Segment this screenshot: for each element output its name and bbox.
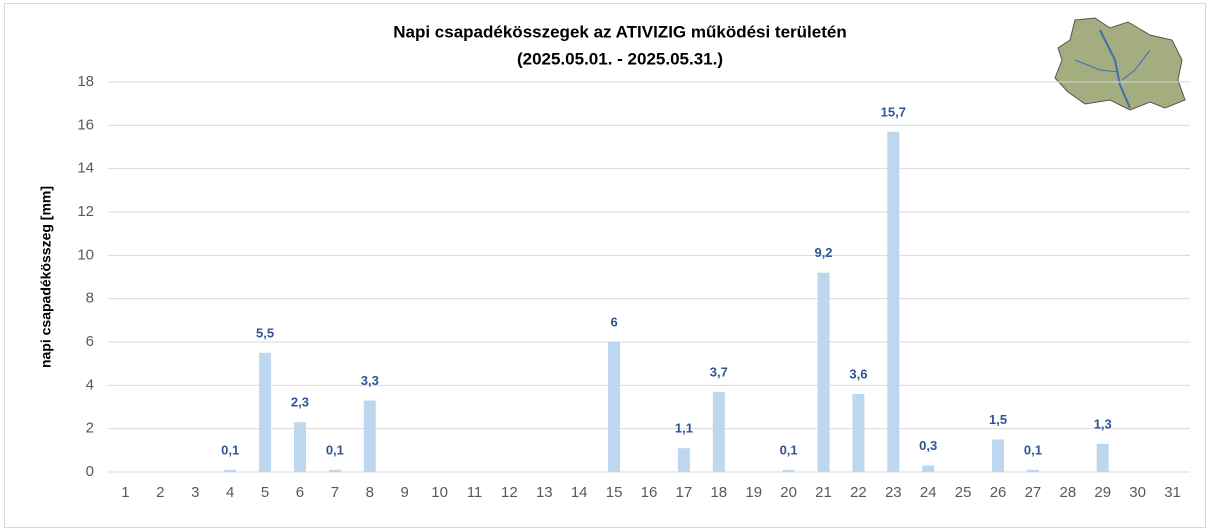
bar [852,394,864,472]
data-label: 3,6 [849,366,867,381]
bar [608,342,620,472]
y-tick-label: 2 [86,420,94,437]
x-tick-label: 12 [501,484,518,501]
bar [713,392,725,472]
bar [259,353,271,472]
bar [1027,470,1039,472]
x-tick-label: 4 [226,484,234,501]
bar [818,273,830,472]
data-label: 3,3 [361,373,379,388]
x-tick-label: 2 [156,484,164,501]
bar [224,470,236,472]
data-label: 3,7 [710,364,728,379]
y-tick-label: 12 [77,203,94,220]
x-tick-label: 16 [641,484,658,501]
data-label: 0,1 [780,442,798,457]
bar [922,466,934,473]
data-label: 1,3 [1094,416,1112,431]
x-tick-label: 3 [191,484,199,501]
x-tick-label: 30 [1129,484,1146,501]
y-tick-label: 4 [86,376,94,393]
x-tick-label: 22 [850,484,867,501]
bar [783,470,795,472]
x-tick-label: 1 [121,484,129,501]
data-label: 9,2 [814,245,832,260]
x-tick-label: 25 [955,484,972,501]
y-axis-label: napi csapadékösszeg [mm] [38,186,54,368]
x-tick-label: 31 [1164,484,1181,501]
x-tick-label: 19 [745,484,762,501]
bar [294,422,306,472]
bar [329,470,341,472]
chart-title: Napi csapadékösszegek az ATIVIZIG működé… [393,22,846,41]
data-label: 0,1 [1024,442,1042,457]
x-tick-label: 28 [1059,484,1076,501]
x-tick-label: 20 [780,484,797,501]
x-tick-label: 14 [571,484,588,501]
x-tick-label: 23 [885,484,902,501]
bar [1097,444,1109,472]
x-tick-label: 26 [990,484,1007,501]
x-tick-label: 18 [710,484,727,501]
x-tick-label: 7 [331,484,339,501]
bar [887,132,899,472]
data-label: 5,5 [256,325,274,340]
x-tick-label: 27 [1025,484,1042,501]
x-tick-label: 15 [606,484,623,501]
y-tick-label: 14 [77,160,94,177]
y-tick-label: 16 [77,116,94,133]
x-tick-label: 29 [1094,484,1111,501]
chart: Napi csapadékösszegek az ATIVIZIG működé… [0,0,1211,532]
y-tick-label: 0 [86,463,94,480]
x-tick-label: 13 [536,484,553,501]
x-tick-label: 17 [676,484,693,501]
x-tick-label: 8 [366,484,374,501]
y-tick-label: 8 [86,290,94,307]
data-label: 0,3 [919,438,937,453]
y-tick-label: 6 [86,333,94,350]
bar [678,448,690,472]
data-label: 0,1 [221,442,239,457]
x-tick-label: 10 [431,484,448,501]
data-label: 1,5 [989,412,1007,427]
x-tick-label: 11 [467,484,483,501]
chart-subtitle: (2025.05.01. - 2025.05.31.) [517,49,723,68]
y-tick-label: 18 [77,73,94,90]
bar [992,440,1004,473]
data-label: 6 [610,314,617,329]
x-tick-label: 24 [920,484,937,501]
data-label: 1,1 [675,421,693,436]
data-label: 0,1 [326,442,344,457]
x-tick-label: 6 [296,484,304,501]
y-tick-label: 10 [77,246,94,263]
x-tick-label: 21 [815,484,832,501]
x-tick-label: 9 [401,484,409,501]
x-tick-label: 5 [261,484,269,501]
data-label: 2,3 [291,395,309,410]
bar [364,401,376,473]
data-label: 15,7 [881,104,906,119]
